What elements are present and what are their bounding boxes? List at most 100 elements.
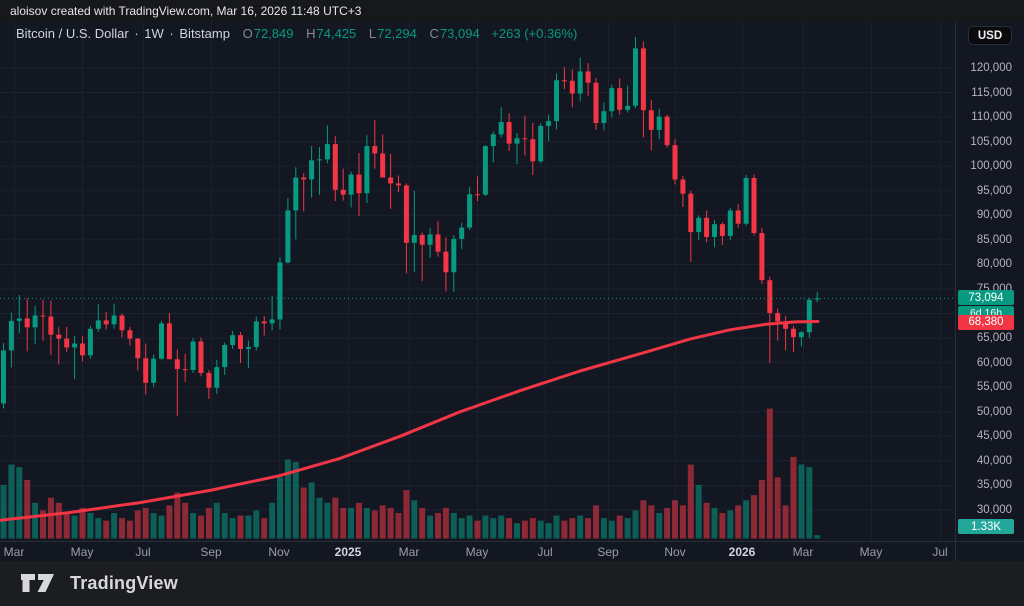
candle-body [403,185,409,243]
candle-body [696,217,702,233]
volume-bar [190,513,197,539]
volume-bar [261,518,268,539]
candle-body [411,234,417,243]
volume-bar [379,505,386,539]
time-axis-label: Jul [135,545,151,559]
volume-bar [814,535,821,539]
volume-bar [751,495,757,539]
candle-body [577,71,583,94]
candle-body [135,338,141,359]
candle-body [459,227,465,239]
candle-body [704,217,710,237]
volume-bar [403,490,410,539]
high-value: 74,425 [316,26,357,41]
time-axis[interactable]: Mar May Jul Sep Nov 2025 Mar May Jul Sep Nov 2026 Ma… [0,541,1024,565]
volume-bar [182,502,189,539]
candle-body [514,138,520,144]
volume-bar [632,510,639,539]
exchange-label[interactable]: Bitstamp [179,26,230,41]
tradingview-brand-text[interactable]: TradingView [70,573,178,593]
candle-body [443,251,449,273]
candle-body [261,321,267,324]
candle-body [435,234,441,252]
candle-body [727,210,733,236]
candle-body [174,359,180,370]
volume-bar [16,467,23,539]
candle-body [24,318,30,328]
candle-body [95,320,101,329]
time-axis-label: May [465,545,489,559]
candle-body [625,105,631,110]
candle-body [506,122,512,144]
volume-bar [300,487,307,539]
ma-line [0,320,820,522]
volume-bar [545,523,552,539]
candle-body [656,116,662,130]
open-value: 72,849 [253,26,294,41]
volume-bar [253,510,260,539]
volume-bar [711,507,718,539]
candle-body [230,335,236,345]
change-value: +263 (+0.36%) [491,26,578,41]
candle-body [783,321,789,329]
candle-body [111,315,117,325]
price-axis-label: 50,000 [976,405,1012,418]
candle-body [561,80,567,82]
candle-body [482,146,488,195]
attribution-text: aloisov created with TradingView.com, Ma… [10,4,362,18]
currency-toggle-button[interactable]: USD [968,26,1012,45]
volume-bar [229,518,236,539]
candle-body [72,343,78,348]
candle-body [364,146,370,194]
candle-body [601,111,607,124]
candle-body [253,321,259,347]
candle-body [159,323,164,359]
candle-body [498,122,504,135]
time-axis-label: Mar [3,545,25,559]
volume-bar [490,518,497,539]
volume-bar [411,500,418,539]
volume-bar [719,513,726,539]
volume-bar [205,507,212,539]
price-axis[interactable]: 73,094 6d 16h 68,380 1.33K 120,000 115,00… [956,22,1024,541]
candle-body [688,193,694,233]
candle-body [245,346,251,349]
candle-body [530,139,536,162]
candle-body [538,125,544,162]
tradingview-logo-icon[interactable] [20,571,58,597]
volume-bar [356,502,362,539]
volume-bar [387,507,394,539]
candle-body [380,153,386,178]
candle-body [814,298,820,300]
volume-bar [648,505,655,539]
candle-body [119,315,125,331]
candle-body [791,328,796,338]
volume-bar [450,513,457,539]
volume-bar [608,520,615,539]
volume-bar [363,507,370,539]
volume-bar [166,505,173,539]
symbol-title[interactable]: Bitcoin / U.S. Dollar [16,26,129,41]
candle-body [806,299,812,333]
candle-body [751,178,757,234]
volume-bar [79,507,86,539]
volume-bar [134,510,141,539]
volume-bar [521,520,528,539]
symbol-legend[interactable]: Bitcoin / U.S. Dollar · 1W · Bitstamp O7… [16,26,577,41]
last-price-badge: 73,094 [958,290,1014,306]
candle-body [475,194,480,196]
candle-body [222,344,228,368]
volume-bar [569,518,576,539]
volume-bar [687,464,694,539]
interval-label[interactable]: 1W [144,26,164,41]
volume-bar [766,408,773,539]
candle-body [214,367,220,388]
volume-bar [624,518,631,539]
candle-body [80,343,85,356]
candle-body [680,179,686,194]
ma-value-badge: 68,380 [958,314,1014,330]
open-label: O [242,26,253,41]
price-axis-label: 85,000 [976,233,1012,246]
